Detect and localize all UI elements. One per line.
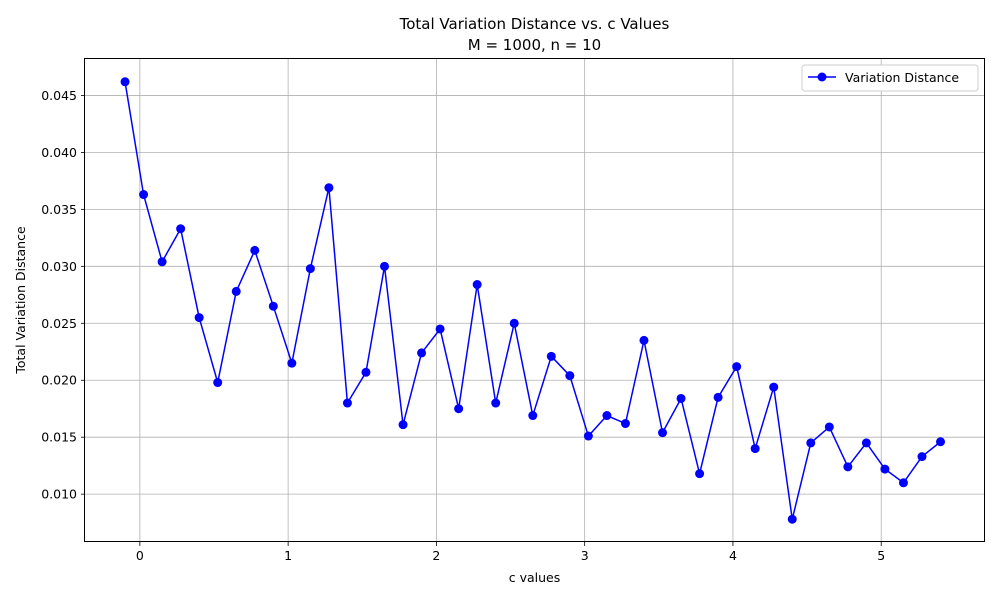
data-point xyxy=(528,411,538,421)
y-tick-label: 0.030 xyxy=(41,259,77,274)
data-point xyxy=(880,464,890,474)
y-tick-label: 0.020 xyxy=(41,373,77,388)
data-point xyxy=(176,224,186,234)
data-point xyxy=(454,404,464,414)
series-line xyxy=(124,81,941,520)
legend-box xyxy=(801,64,979,92)
legend-marker xyxy=(817,72,827,82)
data-point xyxy=(695,469,705,479)
y-axis: 0.010 0.015 0.020 0.025 0.030 0.035 0.040 0.045 xyxy=(41,88,85,502)
data-point xyxy=(157,257,167,267)
data-point xyxy=(213,378,223,388)
y-tick-label: 0.025 xyxy=(41,316,77,331)
y-tick-label: 0.010 xyxy=(41,487,77,502)
series-layer xyxy=(120,77,946,524)
x-tick-label: 1 xyxy=(284,548,292,563)
data-point xyxy=(843,462,853,472)
plot-frame xyxy=(84,58,985,542)
data-point xyxy=(417,348,427,358)
data-point xyxy=(231,286,241,296)
x-axis-label: c values xyxy=(509,570,561,585)
data-point xyxy=(268,301,278,311)
chart-subtitle: M = 1000, n = 10 xyxy=(468,36,601,54)
data-point xyxy=(732,362,742,372)
data-point xyxy=(658,428,668,438)
data-point xyxy=(324,183,334,193)
data-point xyxy=(194,313,204,323)
chart-title: Total Variation Distance vs. c Values xyxy=(399,15,670,33)
data-point xyxy=(120,77,130,87)
data-point xyxy=(769,382,779,392)
data-point xyxy=(509,318,519,328)
data-point xyxy=(342,398,352,408)
data-point xyxy=(139,190,149,200)
data-point xyxy=(435,324,445,334)
y-tick-label: 0.040 xyxy=(41,145,77,160)
data-point xyxy=(898,478,908,488)
x-tick-label: 4 xyxy=(729,548,737,563)
data-point xyxy=(787,514,797,524)
data-point xyxy=(287,358,297,368)
data-point xyxy=(750,444,760,454)
data-point xyxy=(380,261,390,271)
data-point xyxy=(546,351,556,361)
x-tick-label: 5 xyxy=(877,548,885,563)
x-axis: 0 1 2 3 4 5 xyxy=(136,542,885,563)
data-point xyxy=(676,393,686,403)
data-point xyxy=(602,411,612,421)
data-point xyxy=(398,420,408,430)
data-point xyxy=(620,419,630,429)
data-point xyxy=(639,335,649,345)
y-tick-label: 0.045 xyxy=(41,88,77,103)
data-point xyxy=(472,280,482,290)
y-axis-label: Total Variation Distance xyxy=(13,226,28,375)
data-point xyxy=(305,264,315,274)
y-tick-label: 0.035 xyxy=(41,202,77,217)
data-point xyxy=(491,398,501,408)
data-point xyxy=(824,422,834,432)
x-tick-label: 0 xyxy=(136,548,144,563)
x-tick-label: 3 xyxy=(581,548,589,563)
x-tick-label: 2 xyxy=(432,548,440,563)
data-point xyxy=(361,367,371,377)
data-point xyxy=(806,438,816,448)
data-point xyxy=(250,245,260,255)
data-point xyxy=(936,437,946,447)
legend: Variation Distance xyxy=(801,64,979,92)
legend-label: Variation Distance xyxy=(845,70,959,85)
data-point xyxy=(861,438,871,448)
data-point xyxy=(565,371,575,381)
data-point xyxy=(917,452,927,462)
data-point xyxy=(583,431,593,441)
y-tick-label: 0.015 xyxy=(41,430,77,445)
grid xyxy=(85,59,985,542)
data-point xyxy=(713,392,723,402)
